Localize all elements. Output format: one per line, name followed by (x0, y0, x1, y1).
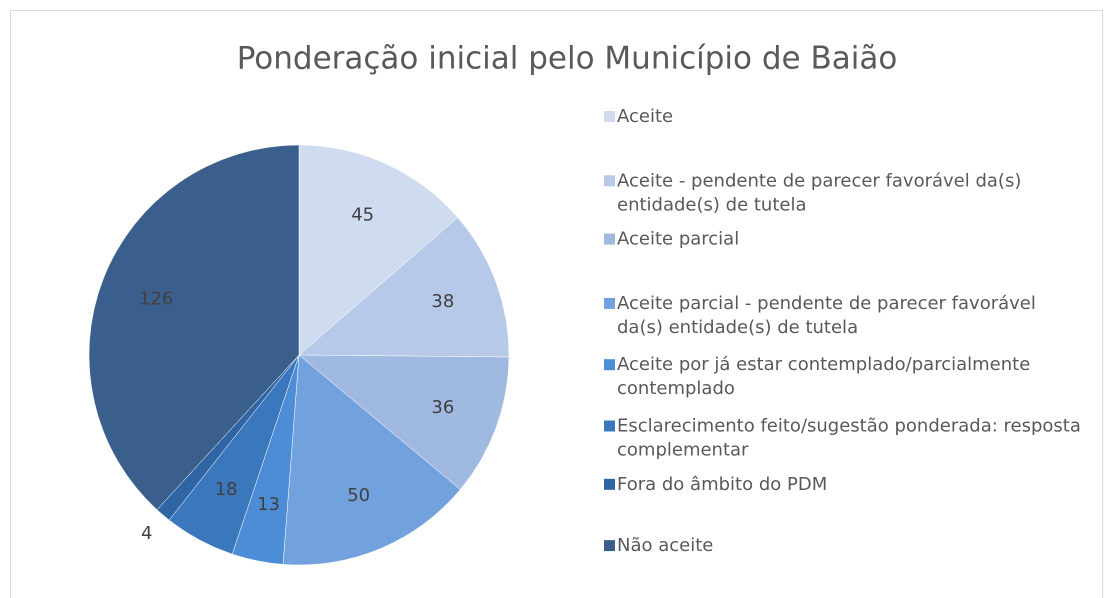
pie-slice (282, 354, 461, 566)
pie-slice (298, 354, 510, 490)
data-label: 36 (431, 397, 454, 418)
legend-label: Aceite parcial (617, 229, 739, 250)
data-label: 45 (351, 205, 374, 226)
data-label: 4 (141, 523, 152, 544)
pie-slice (298, 217, 510, 358)
data-label: 50 (347, 485, 370, 506)
legend-swatch (604, 478, 615, 490)
legend-label: Aceite (617, 106, 673, 127)
legend-swatch (604, 233, 615, 245)
legend-swatch (604, 540, 615, 552)
legend-swatch (604, 359, 615, 371)
legend-label: Aceite parcial - pendente de parecer fav… (617, 293, 1042, 338)
legend-swatch (604, 111, 615, 122)
legend-swatch (604, 420, 615, 432)
legend-label: Fora do âmbito do PDM (617, 474, 827, 495)
data-label: 13 (257, 494, 280, 515)
chart-title: Ponderação inicial pelo Município de Bai… (237, 41, 898, 77)
pie-slice (88, 144, 300, 511)
data-label: 18 (215, 479, 238, 500)
legend-swatch (604, 175, 615, 187)
legend-label: Não aceite (617, 535, 713, 556)
data-label: 38 (431, 291, 454, 312)
pie-slice (298, 144, 459, 356)
legend-label: Aceite - pendente de parecer favorável d… (617, 170, 1027, 215)
legend-label: Aceite por já estar contemplado/parcialm… (617, 354, 1036, 399)
legend-label: Esclarecimento feito/sugestão ponderada:… (617, 416, 1087, 461)
data-label: 126 (139, 288, 173, 309)
legend-swatch (604, 297, 615, 309)
